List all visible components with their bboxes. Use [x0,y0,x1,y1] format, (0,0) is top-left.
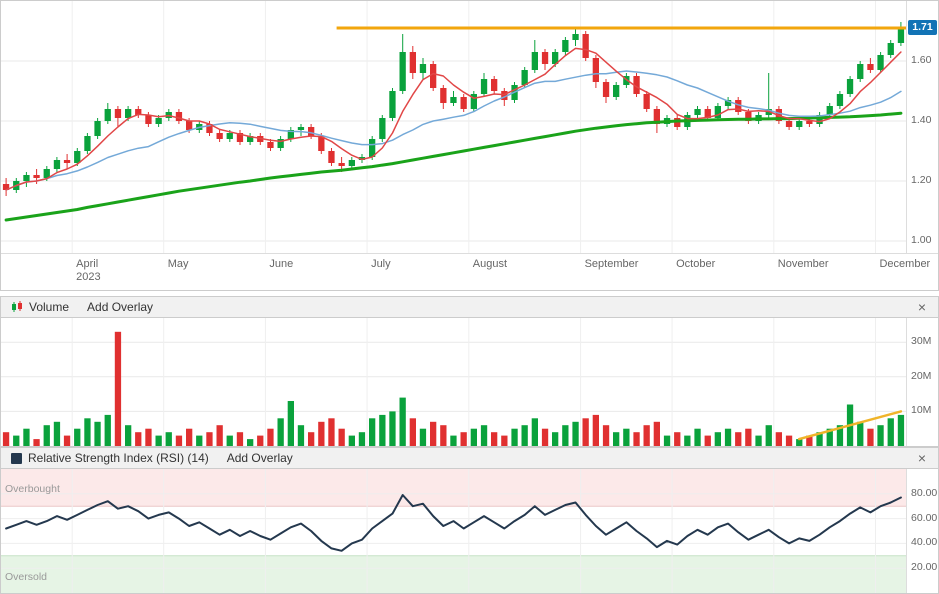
last-price-tag: 1.71 [908,20,937,35]
price-axis-label: 1.40 [911,114,932,126]
volume-add-overlay-link[interactable]: Add Overlay [87,300,154,314]
rsi-indicator-icon [11,452,22,464]
price-y-axis: 1.71 1.60 1.40 1.20 1.00 [906,1,938,253]
month-label: July [371,258,391,270]
volume-axis-label: 30M [911,335,932,348]
rsi-add-overlay-link[interactable]: Add Overlay [226,451,293,465]
rsi-header: Relative Strength Index (RSI) (14) Add O… [1,448,938,469]
month-label: June [269,258,294,270]
price-axis-label: 1.20 [911,174,932,186]
volume-chart-svg [1,318,906,446]
month-label: November [777,258,829,270]
rsi-chart-svg [1,469,906,593]
rsi-title: Relative Strength Index (RSI) (14) [28,451,209,465]
month-label: April 2023 [76,258,101,283]
volume-plot [1,318,906,446]
month-label: August [472,258,507,270]
volume-header: Volume Add Overlay × [1,297,938,318]
overbought-label: Overbought [5,483,60,495]
volume-y-axis: 30M 20M 10M [906,318,938,446]
rsi-axis-label: 40.00 [911,536,938,549]
month-label: May [167,258,189,270]
volume-axis-label: 20M [911,369,932,382]
price-x-axis: April 2023 May June July August September Octob… [1,253,938,291]
price-chart-svg [1,1,906,253]
volume-candlestick-icon [11,301,23,313]
month-label: October [676,258,716,270]
rsi-y-axis: 80.00 60.00 40.00 20.00 [906,469,938,593]
rsi-axis-label: 60.00 [911,511,938,524]
month-label: September [584,258,639,270]
volume-close-icon[interactable]: × [917,299,926,315]
month-label: December [879,258,931,270]
rsi-axis-label: 20.00 [911,561,938,574]
rsi-panel: Relative Strength Index (RSI) (14) Add O… [0,447,939,594]
rsi-plot: Overbought Oversold [1,469,906,593]
rsi-close-icon[interactable]: × [917,450,926,466]
rsi-axis-label: 80.00 [911,486,938,499]
volume-axis-label: 10M [911,404,932,417]
price-axis-label: 1.60 [911,54,932,66]
volume-panel: Volume Add Overlay × 30M 20M 10M [0,296,939,447]
oversold-label: Oversold [5,571,48,583]
price-panel: 1.71 1.60 1.40 1.20 1.00 April 2023 May June Ju… [0,0,939,291]
price-axis-label: 1.00 [911,234,932,246]
price-plot [1,1,906,253]
volume-title: Volume [29,300,70,314]
